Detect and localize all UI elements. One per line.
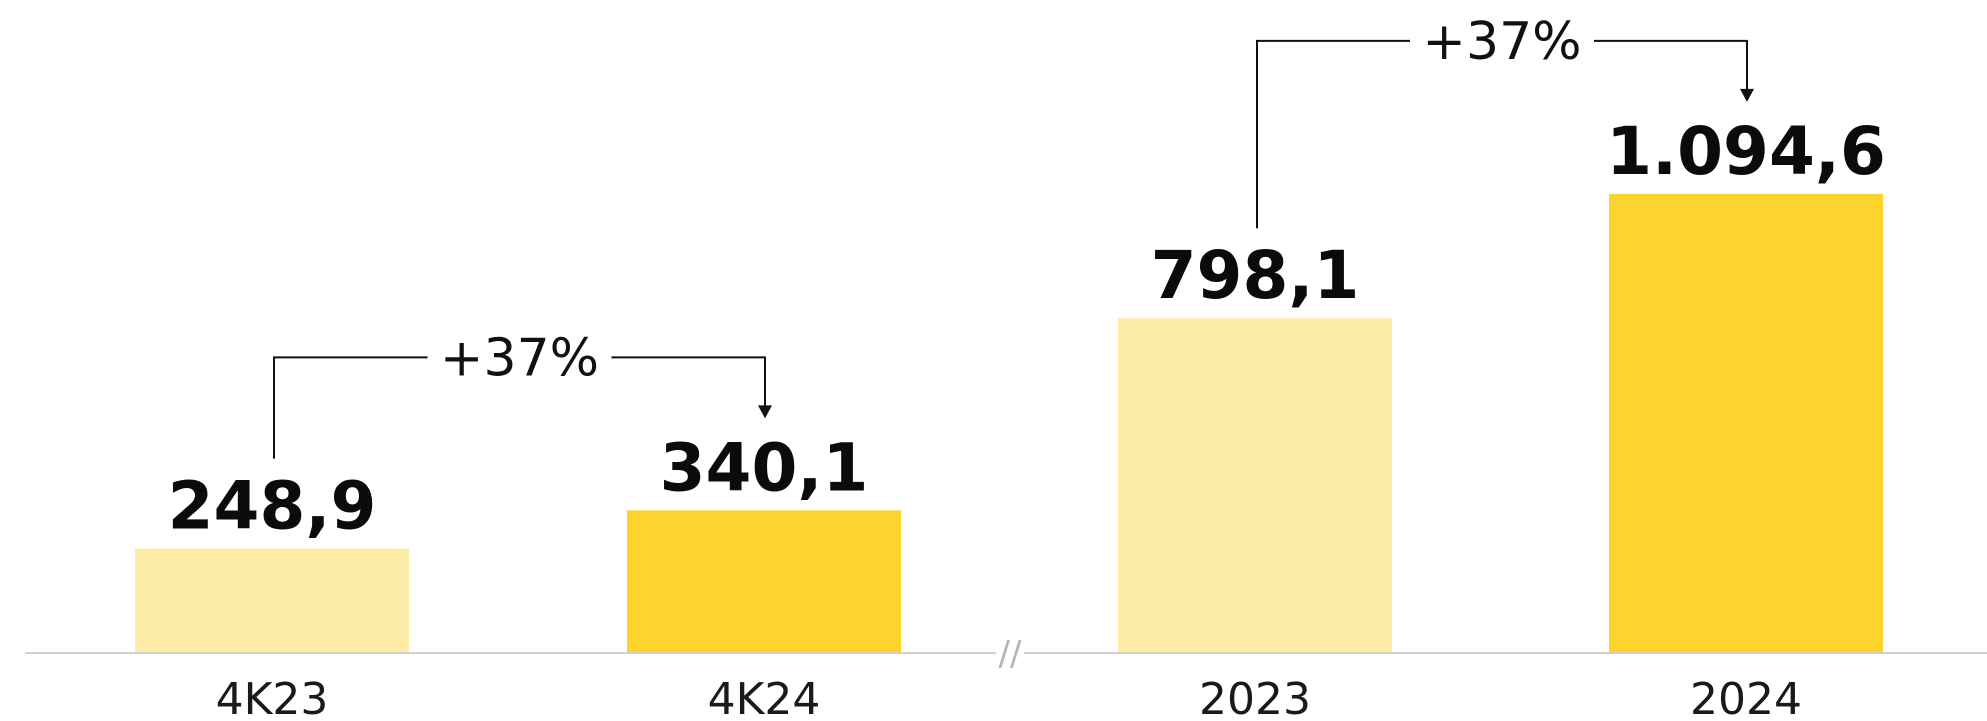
bar-4k24 xyxy=(627,510,901,653)
value-label-2023: 798,1 xyxy=(1151,237,1360,314)
bar-4k23 xyxy=(135,548,409,653)
value-label-4k23: 248,9 xyxy=(168,468,377,545)
growth-connector-left-1 xyxy=(1256,39,1410,229)
baseline-layer: // xyxy=(25,634,1987,674)
value-label-4k24: 340,1 xyxy=(660,429,869,506)
growth-annotations-layer: +37% +37% xyxy=(273,12,1754,459)
growth-connector-left-0 xyxy=(273,356,428,459)
growth-arrowhead-0 xyxy=(758,405,772,419)
growth-connector-right-1 xyxy=(1594,39,1748,90)
category-label-4k23: 4K23 xyxy=(216,674,329,721)
growth-label-0: +37% xyxy=(440,328,599,388)
category-label-2024: 2024 xyxy=(1690,674,1802,721)
category-label-2023: 2023 xyxy=(1199,674,1311,721)
axis-break-mark: // xyxy=(999,634,1022,674)
growth-connector-right-0 xyxy=(611,356,766,407)
growth-arrowhead-1 xyxy=(1740,88,1754,102)
value-label-2024: 1.094,6 xyxy=(1606,113,1886,190)
value-labels-layer: 248,9 340,1 798,1 1.094,6 xyxy=(168,113,1886,545)
bar-2024 xyxy=(1609,193,1883,653)
category-label-4k24: 4K24 xyxy=(708,674,821,721)
growth-label-1: +37% xyxy=(1422,12,1581,72)
bars-layer xyxy=(135,193,1883,653)
bar-2023 xyxy=(1118,318,1392,653)
category-labels-layer: 4K23 4K24 2023 2024 xyxy=(216,674,1802,721)
